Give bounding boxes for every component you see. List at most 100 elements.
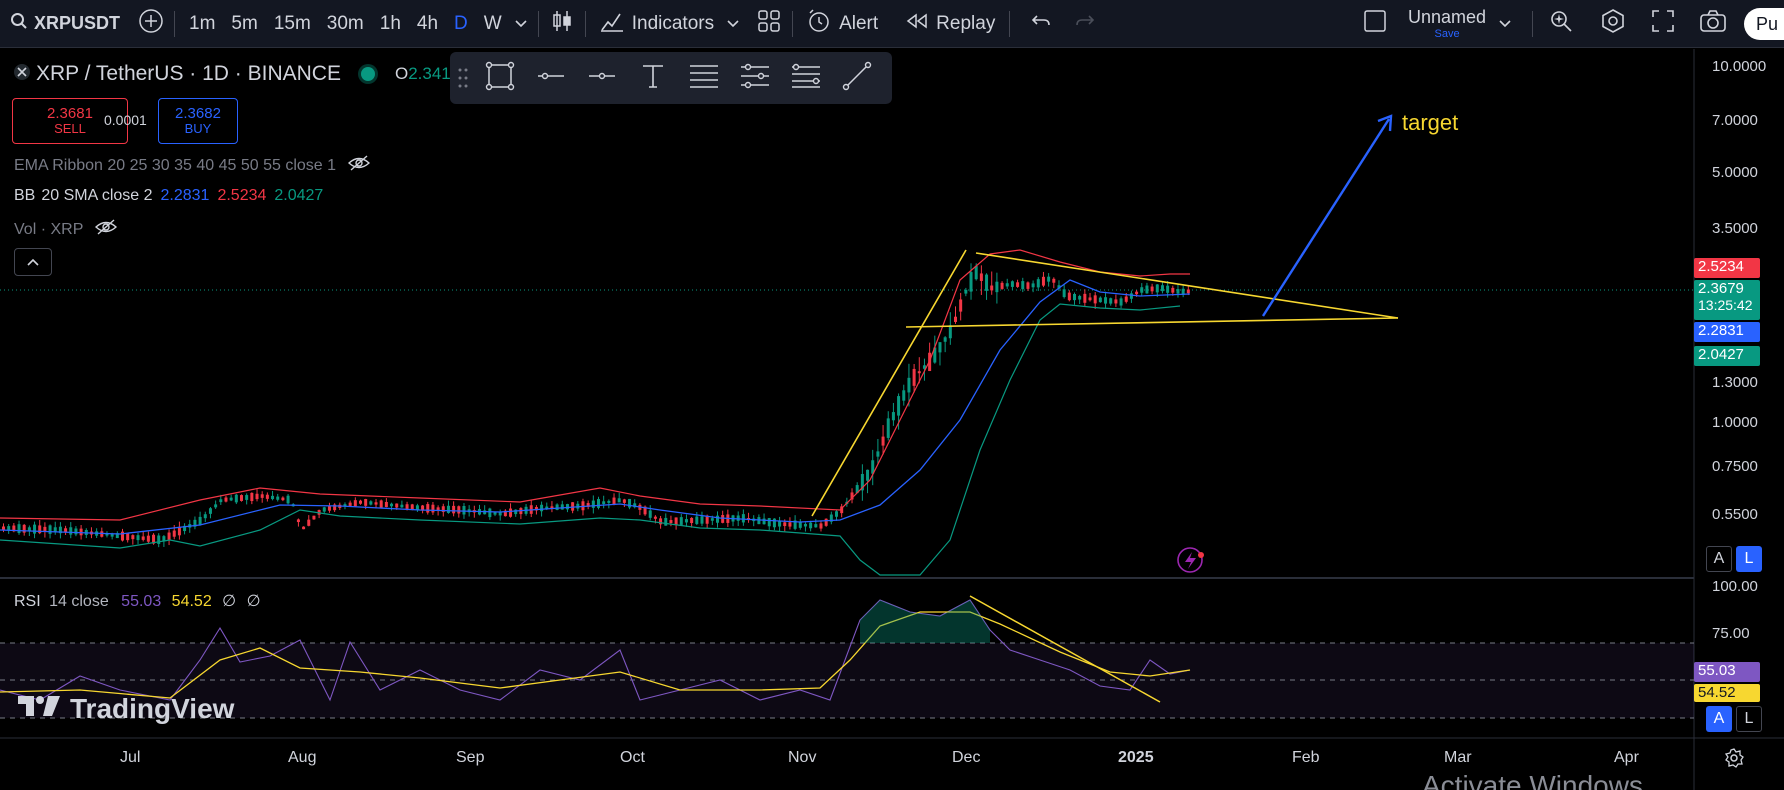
bb-basis-value: 2.2831: [160, 187, 210, 204]
candle-body: [586, 503, 590, 507]
candle-body: [700, 516, 704, 524]
candle-body: [985, 274, 989, 291]
candle-body: [669, 520, 673, 524]
redo-button[interactable]: [1068, 0, 1102, 48]
candle-body: [250, 492, 254, 502]
collapse-legend-button[interactable]: [14, 248, 52, 276]
timeframe-w[interactable]: W: [483, 12, 502, 34]
timeframe-1h[interactable]: 1h: [379, 12, 401, 34]
candle-body: [540, 504, 544, 512]
compare-symbol-button[interactable]: [134, 0, 168, 48]
indicators-button[interactable]: Indicators: [592, 0, 722, 48]
symbol-search-button[interactable]: XRPUSDT: [0, 0, 128, 48]
horizontal-line-tool[interactable]: [576, 52, 627, 104]
rectangle-tool[interactable]: [474, 52, 525, 104]
candle-body: [446, 505, 450, 513]
candle-body: [203, 514, 207, 519]
log-scale-button[interactable]: L: [1736, 546, 1762, 572]
candle-body: [798, 522, 802, 528]
candle-body: [938, 342, 942, 353]
fib-channel-tool[interactable]: [780, 52, 831, 104]
eye-hidden-icon[interactable]: [347, 155, 371, 176]
timeframe-5m[interactable]: 5m: [231, 12, 258, 34]
layout-name: Unnamed: [1408, 7, 1487, 27]
candle-body: [498, 512, 502, 516]
time-axis-label: Aug: [288, 749, 317, 766]
triangle-upper-line: [975, 252, 1399, 319]
rsi-ma-line: [0, 611, 1191, 699]
candle-body: [333, 504, 337, 511]
last-price-badge: 2.3679 13:25:42: [1694, 280, 1760, 320]
candle-body: [690, 517, 694, 524]
candle-body: [736, 515, 740, 521]
replay-button[interactable]: Replay: [898, 0, 1003, 48]
rsi-legend[interactable]: RSI 14 close 55.03 54.52 ∅ ∅: [14, 591, 261, 611]
candle-body: [405, 504, 409, 509]
indicator-volume[interactable]: Vol · XRP: [14, 219, 118, 240]
candle-body: [1000, 282, 1004, 289]
indicator-bollinger-bands[interactable]: BB 20 SMA close 2 2.2831 2.5234 2.0427: [14, 187, 323, 205]
pitchfork-tool[interactable]: [729, 52, 780, 104]
quick-search-button[interactable]: [1544, 0, 1578, 48]
sell-button[interactable]: 2.3681 SELL: [12, 98, 128, 144]
snapshot-button[interactable]: [1696, 0, 1730, 48]
candle-body: [281, 497, 285, 501]
timeframe-30m[interactable]: 30m: [326, 12, 364, 34]
rsi-log-scale-button[interactable]: L: [1736, 706, 1762, 732]
drag-handle-icon[interactable]: [458, 67, 470, 89]
auto-scale-button[interactable]: A: [1706, 546, 1732, 572]
candle-body: [483, 510, 487, 515]
text-tool[interactable]: [627, 52, 678, 104]
price-axis-label: 0.5500: [1712, 506, 1758, 523]
horizontal-ray-tool[interactable]: [525, 52, 576, 104]
undo-button[interactable]: [1024, 0, 1058, 48]
timeframe-4h[interactable]: 4h: [416, 12, 439, 34]
timeframe-15m[interactable]: 15m: [273, 12, 311, 34]
layouts-button[interactable]: [752, 0, 786, 48]
eye-hidden-icon[interactable]: [95, 219, 118, 240]
fullscreen-button[interactable]: [1646, 0, 1680, 48]
buy-button[interactable]: 2.3682 BUY: [158, 98, 238, 144]
candle-body: [581, 501, 585, 511]
candle-body: [514, 509, 518, 515]
candle-body: [421, 505, 425, 511]
lightning-icon: [1185, 552, 1196, 569]
candle-body: [234, 494, 238, 503]
alert-button[interactable]: Alert: [799, 0, 886, 48]
candle-body: [721, 515, 725, 523]
notification-dot: [1198, 552, 1204, 558]
trend-line-tool[interactable]: [831, 52, 882, 104]
settings-button[interactable]: [1596, 0, 1630, 48]
target-annotation[interactable]: target: [1402, 110, 1459, 135]
publish-button[interactable]: Pu: [1744, 8, 1784, 40]
rsi-auto-scale-button[interactable]: A: [1706, 706, 1732, 732]
chart-type-button[interactable]: [545, 0, 579, 48]
candle-body: [1171, 287, 1175, 293]
candle-body: [1166, 285, 1170, 293]
candle-body: [302, 526, 306, 530]
indicator-ema-ribbon[interactable]: EMA Ribbon 20 25 30 35 40 45 50 55 close…: [14, 155, 371, 176]
candle-body: [198, 516, 202, 525]
bb-lower-line: [0, 303, 1181, 576]
timeframe-d[interactable]: D: [454, 12, 468, 34]
fib-retracement-tool[interactable]: [678, 52, 729, 104]
timeframe-dropdown[interactable]: [510, 0, 532, 48]
candle-body: [803, 523, 807, 527]
candle-body: [1047, 276, 1051, 282]
candle-body: [814, 524, 818, 528]
layout-dropdown[interactable]: [1494, 0, 1516, 48]
bb-basis-line: [0, 279, 1191, 535]
candle-body: [152, 534, 156, 544]
indicators-dropdown[interactable]: [722, 0, 744, 48]
chart-title[interactable]: XRP / TetherUS · 1D · BINANCE: [36, 62, 341, 85]
candle-body: [260, 494, 264, 498]
drawing-toolbar: [450, 52, 892, 104]
candle-body: [674, 517, 678, 526]
fullscreen-checkbox[interactable]: [1358, 0, 1392, 48]
candle-body: [7, 526, 11, 531]
sell-label: SELL: [54, 121, 86, 137]
time-axis-settings-button[interactable]: [1724, 748, 1744, 773]
layout-name-button[interactable]: Unnamed Save: [1408, 8, 1486, 40]
timeframe-1m[interactable]: 1m: [189, 12, 216, 34]
time-axis-label: Dec: [952, 749, 981, 766]
